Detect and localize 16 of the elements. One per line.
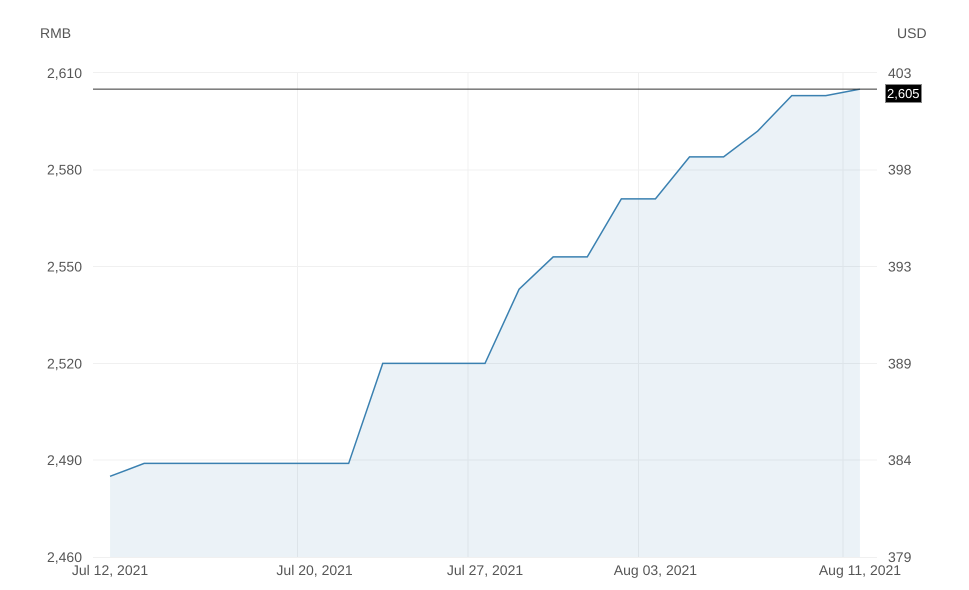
y-tick-label: 2,610 [46, 64, 82, 81]
x-tick-label: Jul 27, 2021 [446, 562, 524, 578]
y2-tick-label: 393 [888, 258, 912, 274]
y2-tick-label: 398 [888, 162, 912, 178]
y2-tick-label: 389 [888, 355, 912, 372]
y-tick-label: 2,520 [46, 355, 82, 372]
x-tick-label: Jul 20, 2021 [276, 562, 353, 578]
y-tick-label: 2,490 [46, 452, 82, 468]
x-tick-label: Aug 03, 2021 [614, 562, 698, 578]
y2-tick-label: 384 [888, 452, 912, 468]
y2-axis-title: USD [897, 25, 927, 41]
ref-line-label: 2,605 [887, 86, 920, 101]
y2-tick-label: 403 [888, 64, 912, 81]
y-axis-title: RMB [40, 25, 72, 41]
y-tick-label: 2,550 [46, 258, 82, 274]
y-tick-label: 2,580 [46, 162, 82, 178]
